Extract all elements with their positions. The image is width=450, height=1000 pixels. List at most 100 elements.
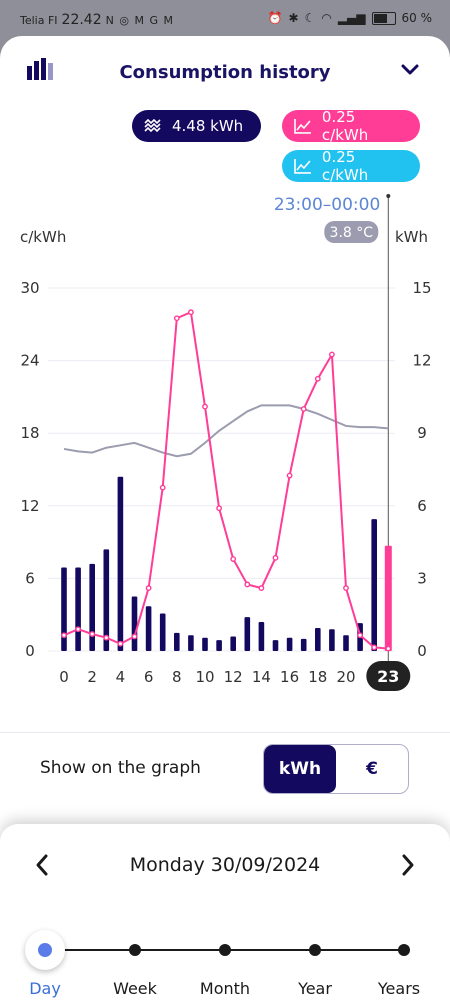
right-tick-label: 15 <box>412 279 431 297</box>
wifi-icon: ◠ <box>321 11 332 25</box>
unit-toggle[interactable]: kWh € <box>263 744 409 794</box>
consumption-bar <box>131 596 138 651</box>
price-point <box>328 351 335 358</box>
bluetooth-icon: ✱ <box>288 11 299 25</box>
price-legend-pill[interactable]: 0.25 c/kWh <box>282 108 420 144</box>
consumption-bar <box>202 637 208 651</box>
x-tick-label: 2 <box>87 668 97 686</box>
x-tick-label: 0 <box>59 668 69 686</box>
toggle-euro[interactable]: € <box>366 759 378 779</box>
consumption-bar <box>188 635 194 651</box>
price2-value: 0.25 c/kWh <box>321 148 369 184</box>
x-tick-label: 4 <box>116 668 126 686</box>
consumption-bar <box>174 632 180 651</box>
right-tick-label: 3 <box>417 569 427 587</box>
slider-stop-week[interactable] <box>129 944 141 956</box>
alarm-icon: ⏰ <box>267 11 283 25</box>
left-tick-label: 12 <box>20 497 39 515</box>
divider <box>0 732 450 733</box>
slider-stop-month[interactable] <box>219 944 231 956</box>
price-point <box>89 631 96 637</box>
left-tick-label: 6 <box>25 569 35 587</box>
consumption-bar <box>61 567 67 651</box>
consumption-bar <box>329 629 335 651</box>
line-chart-icon <box>294 119 311 134</box>
period-month[interactable]: Month <box>199 979 251 998</box>
temperature-badge-text: 3.8 °C <box>330 225 374 241</box>
left-tick-label: 0 <box>25 642 35 660</box>
x-tick-label: 18 <box>308 668 327 686</box>
temperature-badge <box>324 221 379 243</box>
price-point <box>103 634 110 641</box>
status-right: ⏰ ✱ ☾ ◠ ▂▄▆ 60 % <box>268 11 432 25</box>
consumption-chart[interactable]: 30 24 18 12 6 0 15 12 9 6 3 0 c/kWh kWh 23:00–00:00 3.8… <box>0 186 450 746</box>
price-point <box>75 626 82 633</box>
price-point <box>385 645 392 652</box>
price-value: 0.25 c/kWh <box>321 108 369 144</box>
toggle-kwh[interactable]: kWh <box>264 745 336 793</box>
left-axis-label: c/kWh <box>20 228 66 246</box>
consumption-bar <box>89 563 95 651</box>
x-tick-label: 8 <box>172 668 182 686</box>
price-point <box>117 640 124 647</box>
x-tick-label-selected: 23 <box>377 667 399 686</box>
right-tick-label: 6 <box>417 497 427 515</box>
consumption-bar <box>145 606 152 651</box>
price-point <box>216 505 223 512</box>
right-tick-label: 0 <box>417 642 427 660</box>
slider-knob[interactable] <box>25 930 65 970</box>
consumption-bar <box>258 621 265 651</box>
consumption-value: 4.48 kWh <box>172 117 244 135</box>
status-left: Telia FI 22.42 N ◎ M G M <box>20 12 174 28</box>
previous-date-icon[interactable] <box>32 852 52 878</box>
price-point <box>286 472 293 479</box>
temperature-legend-pill[interactable]: 0.25 c/kWh <box>282 148 420 184</box>
consumption-bar <box>272 640 279 651</box>
price-point <box>61 632 67 639</box>
period-slider[interactable]: Day Week Month Year Years <box>0 916 450 998</box>
x-tick-label: 6 <box>144 668 154 686</box>
consumption-bar <box>117 476 124 651</box>
page-title: Consumption history <box>119 62 331 83</box>
x-tick-label: 12 <box>224 668 243 686</box>
selection-top-dot <box>386 194 391 198</box>
right-tick-label: 9 <box>417 424 427 442</box>
selected-time-range: 23:00–00:00 <box>274 195 380 215</box>
consumption-bar <box>159 613 166 651</box>
x-tick-label: 14 <box>252 668 271 686</box>
x-tick-label: 10 <box>195 668 214 686</box>
left-tick-label: 30 <box>20 279 39 297</box>
battery-icon <box>371 11 396 25</box>
next-date-icon[interactable] <box>398 852 418 878</box>
carrier-label: Telia FI <box>20 13 58 27</box>
notification-icons: N ◎ M G M <box>105 13 174 27</box>
status-bar: Telia FI 22.42 N ◎ M G M ⏰ ✱ ☾ ◠ ▂▄▆ 60 … <box>0 0 450 40</box>
show-on-graph-label: Show on the graph <box>40 758 201 778</box>
consumption-bar <box>75 567 81 651</box>
period-day[interactable]: Day <box>29 979 61 998</box>
period-week[interactable]: Week <box>113 979 157 998</box>
temperature-line <box>63 404 389 458</box>
chevron-down-icon[interactable] <box>400 62 420 78</box>
price-point <box>230 556 237 562</box>
consumption-legend-pill[interactable]: 4.48 kWh <box>132 110 261 142</box>
period-year[interactable]: Year <box>298 979 332 998</box>
slider-stop-years[interactable] <box>398 944 410 956</box>
price-point <box>202 403 208 410</box>
period-years[interactable]: Years <box>377 979 421 998</box>
slider-stop-year[interactable] <box>309 944 321 956</box>
line-chart-icon <box>294 159 311 174</box>
price-point <box>173 315 180 322</box>
consumption-sheet: Consumption history 4.48 kWh 0.25 c/kWh … <box>0 36 450 1000</box>
battery-percent: 60 % <box>401 11 433 25</box>
consumption-bar <box>343 635 349 651</box>
consumption-bar <box>371 519 377 651</box>
signal-icon: ▂▄▆ <box>337 11 366 25</box>
price-point <box>145 585 152 591</box>
left-tick-label: 24 <box>20 352 39 370</box>
price-point <box>314 375 321 382</box>
consumption-bar <box>103 549 110 651</box>
left-tick-label: 18 <box>20 424 39 442</box>
date-period-panel: Monday 30/09/2024 Day Week Month Year Ye… <box>0 824 450 1000</box>
